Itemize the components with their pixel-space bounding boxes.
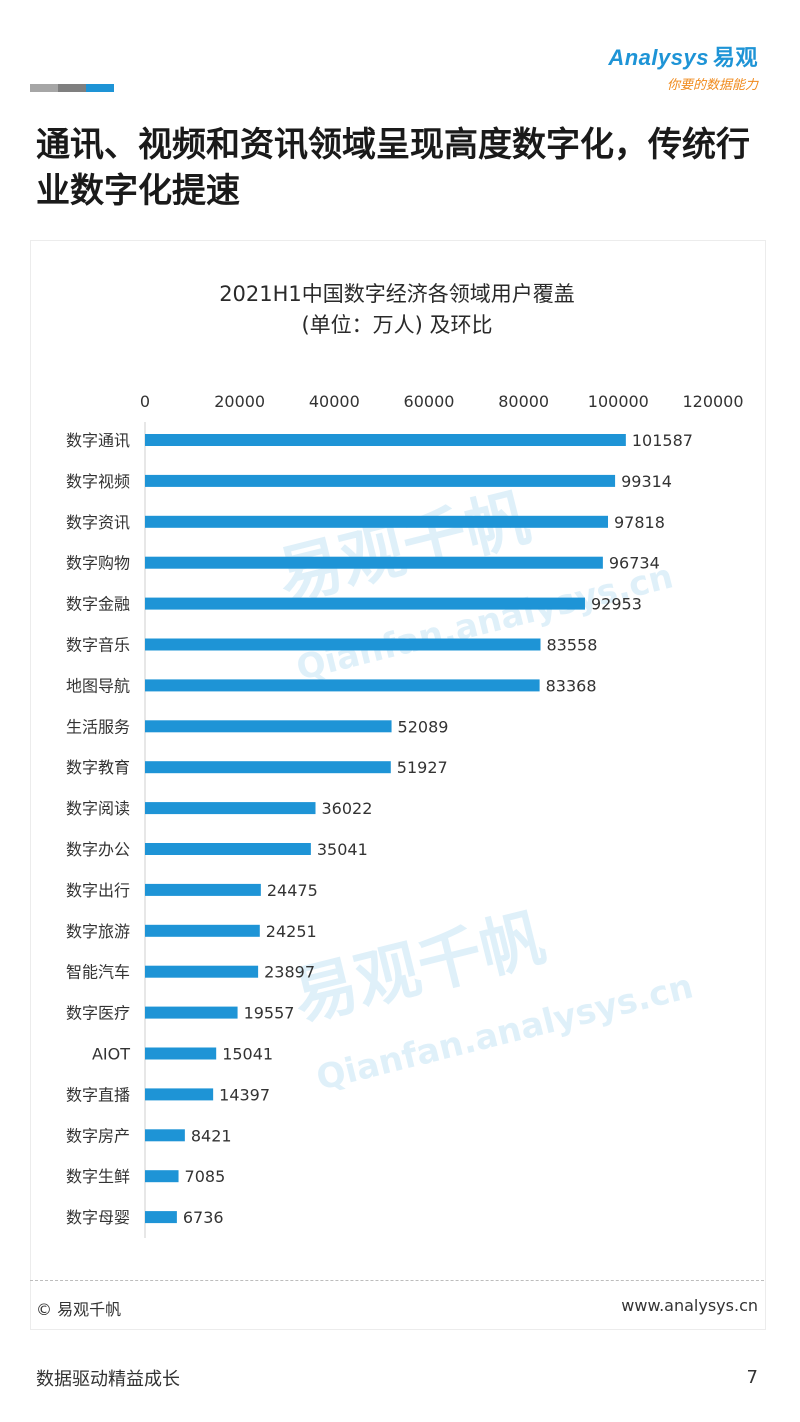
bar (145, 1211, 177, 1224)
bar (145, 515, 609, 528)
brand-logo: Analysys 易观 你要的数据能力 (608, 40, 758, 93)
bar-value-label: 101587 (632, 431, 693, 450)
category-label: 数字购物 (66, 554, 130, 573)
x-tick-label: 80000 (498, 392, 549, 411)
category-label: 数字房产 (66, 1126, 130, 1145)
bar-value-label: 7085 (185, 1167, 226, 1186)
bar-value-label: 19557 (244, 1004, 295, 1023)
x-tick-label: 120000 (682, 392, 743, 411)
category-label: AIOT (92, 1045, 130, 1064)
watermark-group: 易观千帆 Qianfan.analysys.cn 易观千帆 Qianfan.an… (271, 482, 697, 1099)
category-label: 数字生鲜 (66, 1167, 130, 1186)
x-tick-label: 20000 (214, 392, 265, 411)
bar-value-label: 83368 (546, 676, 597, 695)
category-label: 地图导航 (66, 676, 130, 695)
page-title: 通讯、视频和资讯领域呈现高度数字化，传统行业数字化提速 (36, 125, 750, 211)
bar-value-label: 51927 (397, 758, 448, 777)
category-label: 数字母婴 (66, 1208, 130, 1227)
bar-value-label: 6736 (183, 1208, 224, 1227)
category-label: 数字资讯 (66, 513, 130, 532)
bar-value-label: 15041 (222, 1045, 273, 1064)
category-label: 智能汽车 (66, 963, 130, 982)
bar (145, 1047, 217, 1060)
bar (145, 679, 540, 692)
website-link[interactable]: www.analysys.cn (621, 1296, 758, 1315)
category-label: 数字旅游 (66, 922, 130, 941)
deco-segment-2 (58, 84, 86, 92)
bar-value-label: 23897 (264, 963, 315, 982)
category-label: 数字音乐 (66, 636, 130, 655)
chart-card (30, 240, 766, 1330)
x-tick-label: 100000 (588, 392, 649, 411)
bar-value-label: 92953 (591, 595, 642, 614)
bar (145, 883, 261, 896)
chart-subtitle: (单位：万人) 及环比 (301, 313, 493, 337)
category-label: 生活服务 (66, 717, 130, 736)
x-tick-label: 60000 (404, 392, 455, 411)
bars-group: 数字通讯 101587 数字视频 99314 数字资讯 97818 数字购物 96734 数字金… (66, 431, 693, 1227)
category-label: 数字教育 (66, 758, 130, 777)
bar (145, 1006, 238, 1019)
bar-value-label: 97818 (614, 513, 665, 532)
category-label: 数字直播 (66, 1085, 130, 1104)
bar (145, 597, 585, 610)
category-label: 数字视频 (66, 472, 130, 491)
category-label: 数字阅读 (66, 799, 130, 818)
bar-value-label: 99314 (621, 472, 672, 491)
bar (145, 474, 616, 487)
category-label: 数字金融 (66, 595, 130, 614)
x-tick-label: 40000 (309, 392, 360, 411)
bar (145, 761, 391, 774)
decorative-color-bar (30, 84, 116, 92)
logo-wordmark: Analysys 易观 (608, 40, 758, 72)
bar (145, 638, 541, 651)
footer-slogan: 数据驱动精益成长 (36, 1369, 180, 1390)
bar-value-label: 8421 (191, 1126, 232, 1145)
category-label: 数字办公 (66, 840, 130, 859)
category-label: 数字通讯 (66, 431, 130, 450)
bar (145, 720, 392, 733)
x-axis-ticks: 0 20000 40000 60000 80000 100000 120000 (140, 392, 744, 411)
logo-slogan: 你要的数据能力 (666, 78, 758, 93)
bar-value-label: 24251 (266, 922, 317, 941)
bar-value-label: 35041 (317, 840, 368, 859)
bar (145, 434, 626, 446)
deco-segment-3 (86, 84, 114, 92)
bar (145, 556, 603, 569)
deco-segment-1 (30, 84, 58, 92)
chart-title-block: 2021H1中国数字经济各领域用户覆盖 (单位：万人) 及环比 (30, 279, 764, 341)
watermark-cn-1: 易观千帆 (271, 482, 537, 616)
x-tick-label: 0 (140, 392, 150, 411)
bar (145, 1129, 185, 1142)
bar-value-label: 52089 (398, 717, 449, 736)
category-label: 数字医疗 (66, 1004, 130, 1023)
bar (145, 843, 311, 855)
footer-divider (30, 1280, 764, 1281)
logo-cn: 易观 (712, 45, 758, 70)
bar (145, 924, 260, 937)
bar-value-label: 96734 (609, 554, 660, 573)
page-number: 7 (746, 1367, 758, 1388)
bar (145, 965, 259, 978)
bar-value-label: 36022 (322, 799, 373, 818)
chart-title: 2021H1中国数字经济各领域用户覆盖 (219, 282, 575, 306)
logo-text: Analysys (608, 45, 709, 70)
bar-value-label: 24475 (267, 881, 318, 900)
copyright-text: © 易观千帆 (36, 1300, 122, 1319)
bar (145, 1170, 179, 1183)
bar-value-label: 83558 (547, 636, 598, 655)
bar (145, 802, 316, 815)
bar (145, 1088, 214, 1101)
category-label: 数字出行 (66, 881, 130, 900)
bar-value-label: 14397 (219, 1085, 270, 1104)
